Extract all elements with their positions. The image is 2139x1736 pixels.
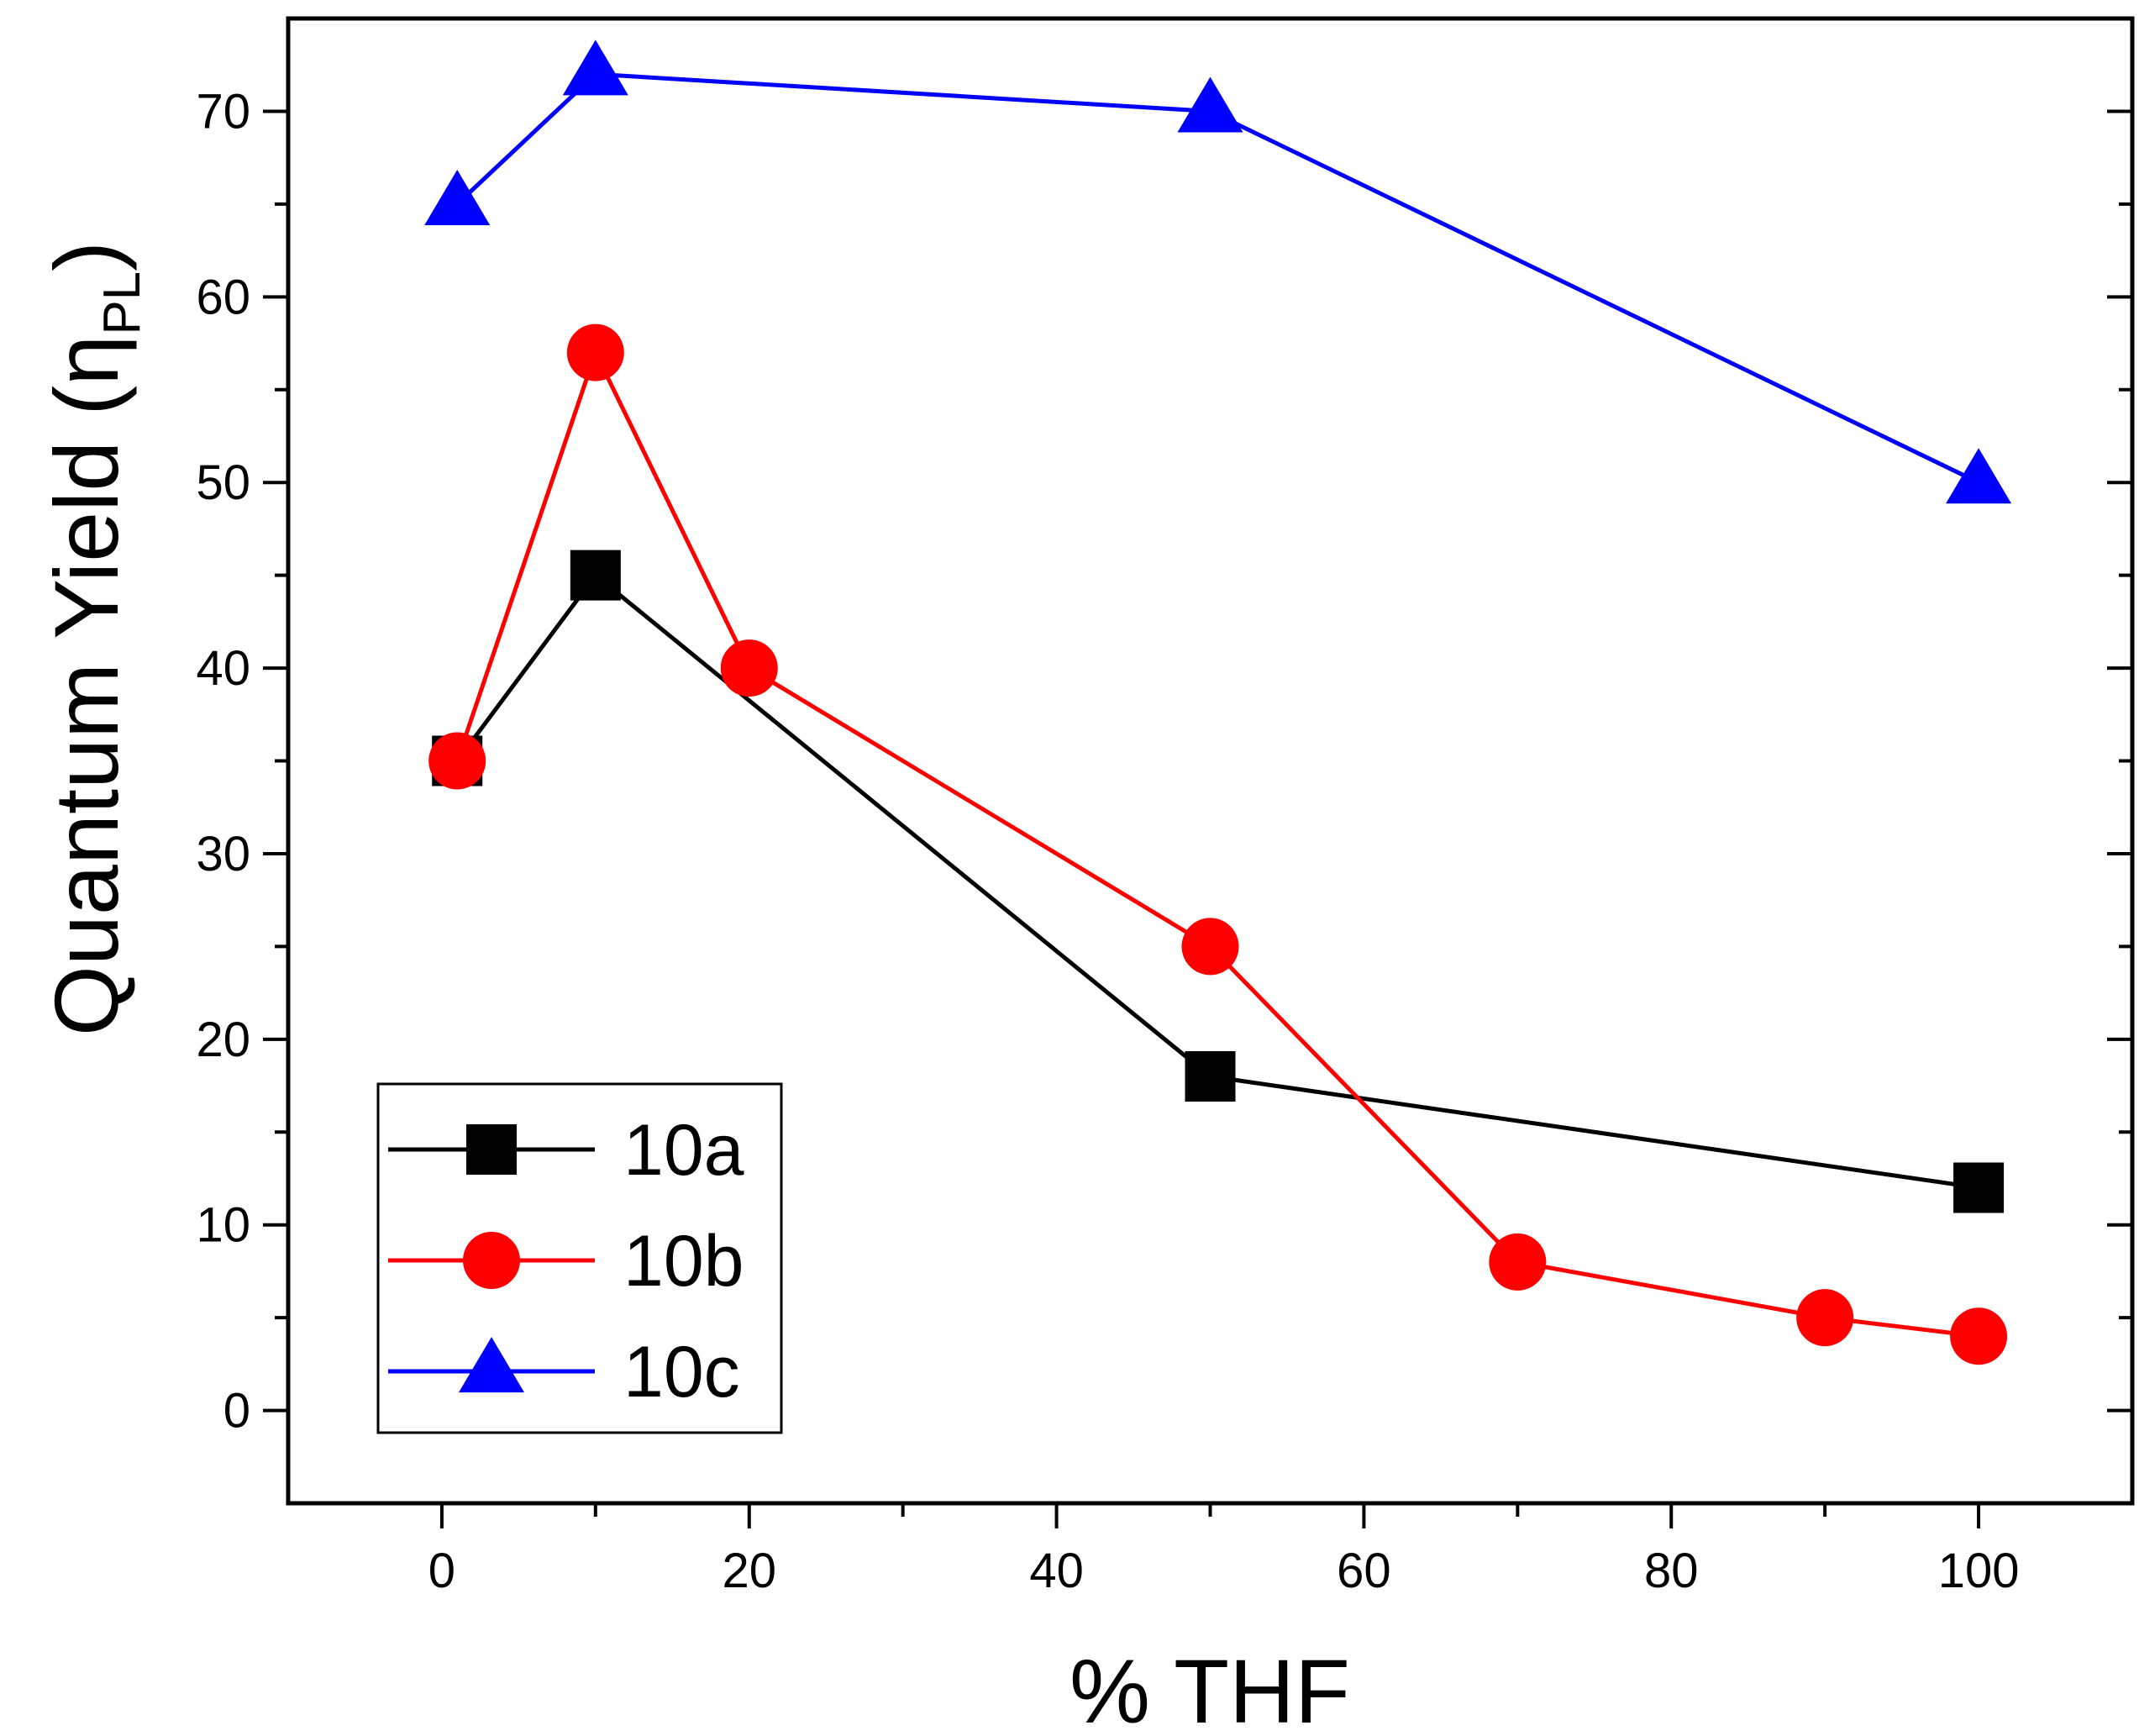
data-point-10b: [720, 639, 778, 697]
legend-marker: [466, 1124, 517, 1175]
x-axis-title: % THF: [1070, 1640, 1350, 1736]
y-axis-title: Quantum Yield (ηPL): [35, 241, 151, 1036]
legend-label: 10b: [623, 1221, 744, 1302]
y-axis-title-symbol: η: [35, 335, 137, 386]
data-point-10b: [428, 732, 486, 790]
data-point-10a: [1185, 1050, 1236, 1102]
x-tick-label: 100: [1938, 1544, 2020, 1598]
x-tick-label: 60: [1337, 1544, 1391, 1598]
legend-item-10a: 10a: [388, 1110, 744, 1191]
data-point-10a: [1953, 1162, 2005, 1213]
y-axis-title-subscript: PL: [93, 271, 151, 335]
x-tick-label: 80: [1644, 1544, 1699, 1598]
y-tick-label: 20: [196, 1013, 250, 1067]
x-tick-label: 0: [428, 1544, 455, 1598]
series-line-10c: [455, 71, 1980, 485]
y-tick-label: 70: [196, 84, 250, 139]
data-point-10b: [1489, 1233, 1547, 1291]
legend-label: 10c: [623, 1332, 740, 1412]
data-point-10b: [1950, 1307, 2008, 1365]
legend-item-10c: 10c: [388, 1332, 740, 1412]
legend: 10a 10b 10c: [376, 1082, 783, 1434]
y-tick-label: 10: [196, 1198, 250, 1253]
legend-marker: [459, 1337, 524, 1393]
series-10c: [424, 39, 2012, 504]
data-point-10c: [424, 169, 491, 225]
x-tick-label: 40: [1029, 1544, 1084, 1598]
plot-series: [424, 39, 2012, 1365]
data-point-10c: [562, 39, 628, 96]
legend-item-10b: 10b: [388, 1221, 744, 1302]
data-point-10b: [566, 324, 624, 381]
data-point-10b: [1796, 1289, 1854, 1347]
data-point-10b: [1181, 918, 1239, 976]
axes: 0 20 40 60 80 100 0 10 20 30 40 50 60 70: [196, 16, 2135, 1598]
y-axis-title-close: ): [35, 241, 137, 271]
data-point-10a: [570, 550, 621, 601]
y-tick-label: 0: [223, 1384, 250, 1439]
data-point-10c: [1946, 448, 2012, 504]
y-tick-label: 30: [196, 827, 250, 881]
y-tick-label: 40: [196, 641, 250, 696]
series-line-10a: [455, 573, 1979, 1190]
series-10b: [428, 324, 2008, 1365]
legend-marker: [463, 1232, 520, 1289]
x-tick-label: 20: [722, 1544, 776, 1598]
y-tick-label: 60: [196, 270, 250, 324]
y-axis-title-main: Quantum Yield (: [35, 386, 137, 1036]
y-tick-label: 50: [196, 455, 250, 510]
legend-label: 10a: [623, 1110, 744, 1191]
data-point-10c: [1177, 76, 1243, 133]
